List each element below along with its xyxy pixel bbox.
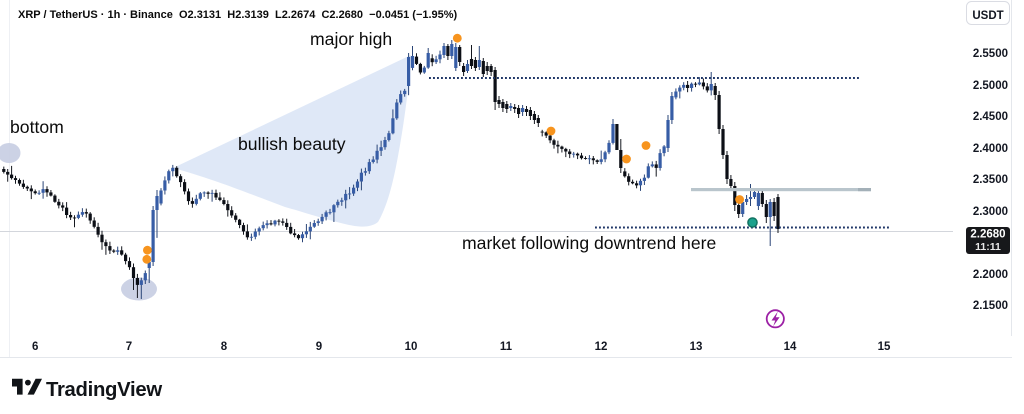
svg-text:9: 9 xyxy=(316,341,322,353)
svg-text:15: 15 xyxy=(878,341,891,353)
svg-text:2.4500: 2.4500 xyxy=(973,111,1008,123)
svg-text:bullish beauty: bullish beauty xyxy=(238,134,346,154)
svg-text:2.2000: 2.2000 xyxy=(973,269,1008,281)
svg-text:2.1500: 2.1500 xyxy=(973,300,1008,312)
svg-text:2.5500: 2.5500 xyxy=(973,48,1008,60)
svg-text:12: 12 xyxy=(595,341,608,353)
svg-text:6: 6 xyxy=(32,341,38,353)
svg-text:2.3000: 2.3000 xyxy=(973,206,1008,218)
svg-text:13: 13 xyxy=(690,341,703,353)
svg-text:14: 14 xyxy=(784,341,797,353)
svg-text:major high: major high xyxy=(310,29,392,49)
svg-text:market following downtrend her: market following downtrend here xyxy=(462,233,716,253)
svg-text:10: 10 xyxy=(405,341,418,353)
svg-text:8: 8 xyxy=(221,341,228,353)
svg-text:2.3500: 2.3500 xyxy=(973,174,1008,186)
svg-text:2.4000: 2.4000 xyxy=(973,143,1008,155)
svg-text:2.2680: 2.2680 xyxy=(970,229,1005,241)
svg-text:2.5000: 2.5000 xyxy=(973,80,1008,92)
svg-text:XRP / TetherUS · 1h · Binance: XRP / TetherUS · 1h · Binance O2.3131 H2… xyxy=(18,9,458,21)
svg-text:11:11: 11:11 xyxy=(975,241,1001,253)
svg-text:TradingView: TradingView xyxy=(46,379,162,401)
svg-text:7: 7 xyxy=(126,341,132,353)
svg-text:11: 11 xyxy=(500,341,513,353)
svg-text:bottom: bottom xyxy=(10,117,64,137)
svg-text:USDT: USDT xyxy=(972,10,1003,22)
